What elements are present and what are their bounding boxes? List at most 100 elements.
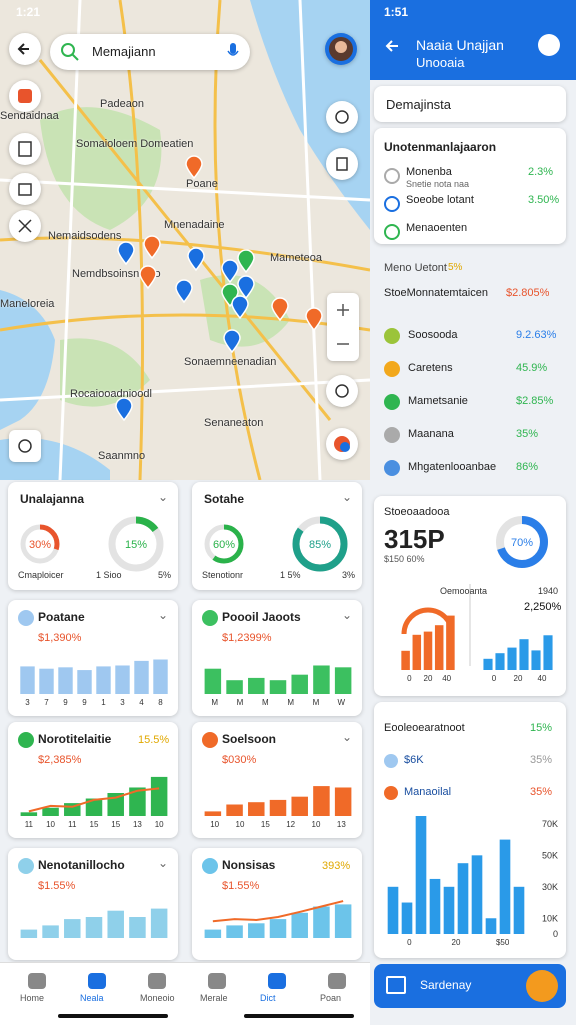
back-button[interactable] [9,33,41,65]
bar [495,653,505,670]
panel-action[interactable] [538,34,560,56]
dropdown[interactable]: ⌄ [158,856,169,870]
row-value: 35% [516,428,539,440]
map-pin[interactable] [305,307,323,332]
dropdown[interactable]: ⌄ [158,490,169,504]
bar [248,923,265,938]
gauge-arc [496,516,548,568]
bar [96,666,111,694]
map-label: Somaioloem Domeatien [76,138,194,150]
map-tool[interactable] [9,210,41,242]
map-pins [115,155,323,422]
y-tick-label: 30K [542,882,558,892]
x-tick-label: 3 [120,698,125,707]
status-time: 1:21 [16,5,41,19]
bar [248,677,265,694]
card-chart [204,900,352,938]
dial [401,607,455,635]
card[interactable]: Sotahe ⌄ 60% 85% Stenotionr 1 5% 3% [192,482,362,590]
dropdown[interactable]: ⌄ [158,608,169,622]
card[interactable]: Soelsoon ⌄ $030% 10 10 15 12 10 13 [192,722,362,838]
bar [20,812,38,816]
card[interactable]: Poatane ⌄ $1,390% 3 7 9 9 1 3 4 8 [8,600,178,716]
home-indicator [244,1014,354,1018]
nav-item[interactable]: Merale [188,963,246,1013]
nav-icon [268,973,286,989]
map-tool[interactable] [326,148,358,180]
card-footer: 5% [158,570,171,580]
map-pin[interactable] [143,235,161,260]
map-tool[interactable] [326,428,358,460]
legend-value: 35% [530,786,553,798]
card-footer: Cmaploicer [18,570,64,580]
card-chart: 11 10 11 15 15 13 10 [20,776,168,829]
nav-label: Home [20,993,45,1003]
map-tool[interactable] [9,80,41,112]
card[interactable]: Poooil Jaoots ⌄ $1,2399% M M M M M W [192,600,362,716]
stats-card: Stoeoaadooa 315P $150 60% 70% Oemooanta 1940 2… [374,496,566,696]
map-pin[interactable] [271,297,289,322]
map-pin[interactable] [187,247,205,272]
map-tool[interactable] [9,133,41,165]
x-tick-label: M [287,698,294,707]
map-pin[interactable] [231,295,249,320]
x-tick-label: W [338,698,346,707]
y-tick-label: 0 [553,929,558,939]
mic-icon[interactable] [226,42,240,62]
map-pin[interactable] [237,275,255,300]
bar [334,787,352,816]
row-icon [384,427,400,443]
map-pin[interactable] [175,279,193,304]
map-tool[interactable] [9,173,41,205]
bar [334,667,352,694]
dropdown[interactable]: ⌄ [342,730,353,744]
zoom-control[interactable] [327,293,359,361]
panel-search[interactable]: Demajinsta [374,86,566,122]
card-value: $1,2399% [222,632,272,644]
avatar[interactable] [325,33,357,65]
nav-item[interactable]: Poan [308,963,366,1013]
nav-item[interactable]: Dict [248,963,306,1013]
search-bar[interactable]: Memajiann [50,34,250,70]
row-sub: Snetie nota naa [406,179,470,189]
map-pin[interactable] [139,265,157,290]
map-tool[interactable] [326,375,358,407]
dropdown[interactable]: ⌄ [342,608,353,622]
card-title: Eooleoearatnoot [384,722,465,734]
row-value: $2.85% [516,395,554,407]
card-title: Poooil Jaoots [222,610,301,624]
bar [39,668,54,694]
fab[interactable] [526,970,558,1002]
card[interactable]: Unalajanna ⌄ 30% 15% Cmaploicer 1 Sioo 5% [8,482,178,590]
card[interactable]: Nonsisas 393% $1.55% [192,848,362,960]
map-label: Sonaemneenadian [184,356,277,368]
card-chart: 60% 85% Stenotionr 1 5% 3% [202,516,355,580]
row-icon [384,460,400,476]
bar [150,908,168,938]
bar [387,886,399,934]
search-text: Memajiann [92,44,156,59]
action-bar[interactable]: Sardenay [374,964,566,1008]
map-label: Nemdbsoinsnonto [72,268,161,280]
map-pin[interactable] [237,249,255,274]
map-tool[interactable] [9,430,41,462]
map-tool[interactable] [326,101,358,133]
nav-item[interactable]: Neala [68,963,126,1013]
map-pin[interactable] [185,155,203,180]
nav-item[interactable]: Home [8,963,66,1013]
back-icon[interactable] [382,36,402,56]
map-pin[interactable] [223,329,241,354]
dropdown[interactable]: ⌄ [342,490,353,504]
bar [291,796,308,816]
bar [415,816,427,934]
row-name: Menaoenten [406,222,468,234]
bar [42,807,59,816]
card[interactable]: Nenotanillocho ⌄ $1.55% [8,848,178,960]
map-pin[interactable] [115,397,133,422]
map-pin[interactable] [221,259,239,284]
nav-item[interactable]: Moneoio [128,963,186,1013]
card-icon [18,610,34,626]
stats-chart: 70% Oemooanta 1940 2,250% 0 20 40 0 20 40 [401,516,562,683]
map-pin[interactable] [117,241,135,266]
card[interactable]: Norotitelaitie 15.5% $2,385% 11 10 11 15 15 13 10 [8,722,178,838]
